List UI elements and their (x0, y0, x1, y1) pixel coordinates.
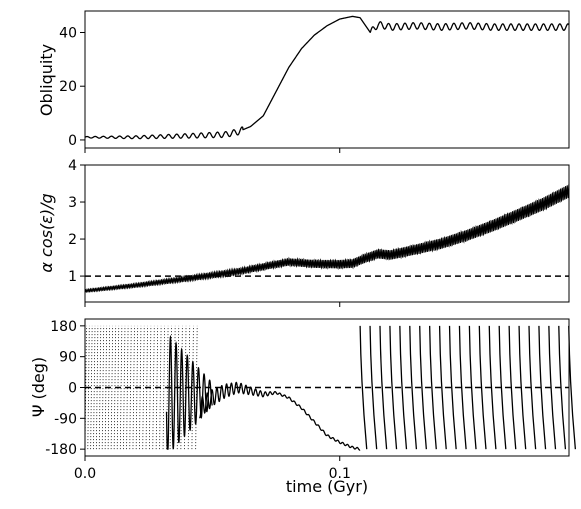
x-axis-label: time (Gyr) (286, 477, 368, 496)
psi-series (84, 325, 577, 451)
obliquity-y-ticks: 0 20 40 (59, 25, 85, 149)
psi-circulation-segment (478, 325, 487, 450)
psi-circulation-segment (448, 325, 457, 450)
obliquity-series (84, 15, 570, 140)
psi-circulation-line (155, 325, 159, 450)
panel-psi: -180 -90 0 90 180 0.0 0.1 Ψ (deg) time (Gyr) (29, 318, 577, 496)
psi-circulation-segment (528, 325, 537, 450)
psi-circulation-line (126, 325, 129, 450)
psi-circulation-line (107, 325, 111, 450)
psi-circulation-line (123, 325, 126, 450)
y-tick-label: 20 (59, 79, 77, 95)
panel-alpha: 1 2 3 4 α cos(ε)/g (37, 158, 570, 307)
psi-y-ticks: -180 -90 0 90 180 (45, 319, 85, 458)
psi-circulation-segment (359, 325, 368, 450)
psi-circulation-line (191, 325, 194, 450)
obliquity-line (84, 15, 570, 140)
obliquity-x-ticks (84, 148, 341, 153)
y-tick-label: -90 (54, 411, 77, 427)
x-tick-label: 0.1 (329, 466, 351, 482)
psi-circulation-line (187, 325, 191, 450)
psi-circulation-segment (419, 325, 427, 450)
psi-circulation-segment (568, 325, 577, 450)
y-tick-label: -180 (45, 442, 77, 458)
psi-circulation-line (166, 325, 169, 450)
psi-circulation-line (119, 325, 123, 450)
psi-libration (165, 334, 213, 450)
psi-circulation-segment (369, 325, 378, 450)
psi-circulation-line (101, 325, 105, 450)
alpha-series (84, 184, 570, 293)
y-tick-label: 180 (50, 319, 77, 335)
y-tick-label: 90 (59, 350, 77, 366)
psi-circulation-segment (399, 325, 408, 450)
psi-circulation-line (113, 325, 117, 450)
psi-circulation-line (152, 325, 155, 450)
psi-circulation-segment (468, 325, 477, 450)
psi-x-ticks: 0.0 0.1 (74, 456, 351, 482)
psi-circulation-line (184, 325, 187, 450)
alpha-y-ticks: 1 2 3 4 (68, 158, 85, 285)
psi-circulation-segment (429, 325, 437, 450)
psi-circulation-line (129, 325, 132, 450)
psi-circulation-segment (389, 325, 398, 450)
psi-main-curve (199, 381, 361, 451)
psi-circulation-line (93, 325, 96, 450)
y-tick-label: 4 (68, 158, 77, 174)
psi-circulation-line (139, 325, 142, 450)
psi-circulation-line (98, 325, 102, 450)
psi-circulation-line (95, 325, 99, 450)
psi-y-label: Ψ (deg) (29, 357, 48, 417)
psi-circulation-line (159, 325, 162, 450)
psi-circulation-line (148, 325, 152, 450)
psi-circulation-segment (409, 325, 418, 450)
psi-circulation-segment (498, 325, 507, 450)
psi-circulation-segment (518, 325, 527, 450)
psi-circulation-line (180, 325, 183, 450)
psi-circulation-line (90, 325, 93, 450)
psi-circulation-line (116, 325, 120, 450)
psi-circulation-line (173, 325, 176, 450)
psi-circulation-line (132, 325, 135, 450)
alpha-band (84, 184, 570, 293)
psi-circulation-line (87, 325, 90, 450)
psi-circulation-line (84, 325, 87, 450)
psi-circulation-segment (458, 325, 467, 450)
psi-circulation-line (110, 325, 114, 450)
alpha-x-ticks (84, 302, 341, 307)
psi-circulation-line (176, 325, 180, 450)
psi-circulation-segment (508, 325, 517, 450)
y-tick-label: 1 (68, 269, 77, 285)
y-tick-label: 3 (68, 195, 77, 211)
psi-circulation-line (104, 325, 108, 450)
psi-circulation-line (145, 325, 148, 450)
psi-circulation-segment (538, 325, 547, 450)
psi-circulation-segment (548, 325, 557, 450)
psi-circulation-segment (488, 325, 497, 450)
psi-circulation-line (162, 325, 165, 450)
alpha-y-label: α cos(ε)/g (37, 193, 56, 272)
obliquity-axes-frame (84, 10, 570, 149)
y-tick-label: 40 (59, 25, 77, 41)
y-tick-label: 2 (68, 232, 77, 248)
alpha-axes-frame (84, 164, 570, 303)
y-tick-label: 0 (68, 381, 77, 397)
y-tick-label: 0 (68, 133, 77, 149)
psi-circulation-line (135, 325, 139, 450)
psi-circulation-line (142, 325, 145, 450)
x-tick-label: 0.0 (74, 466, 96, 482)
panel-obliquity: 0 20 40 Obliquity (37, 10, 570, 153)
psi-circulation-segment (379, 325, 388, 450)
psi-circulation-line (195, 325, 198, 450)
psi-circulation-segment (438, 325, 447, 450)
obliquity-y-label: Obliquity (37, 44, 56, 116)
